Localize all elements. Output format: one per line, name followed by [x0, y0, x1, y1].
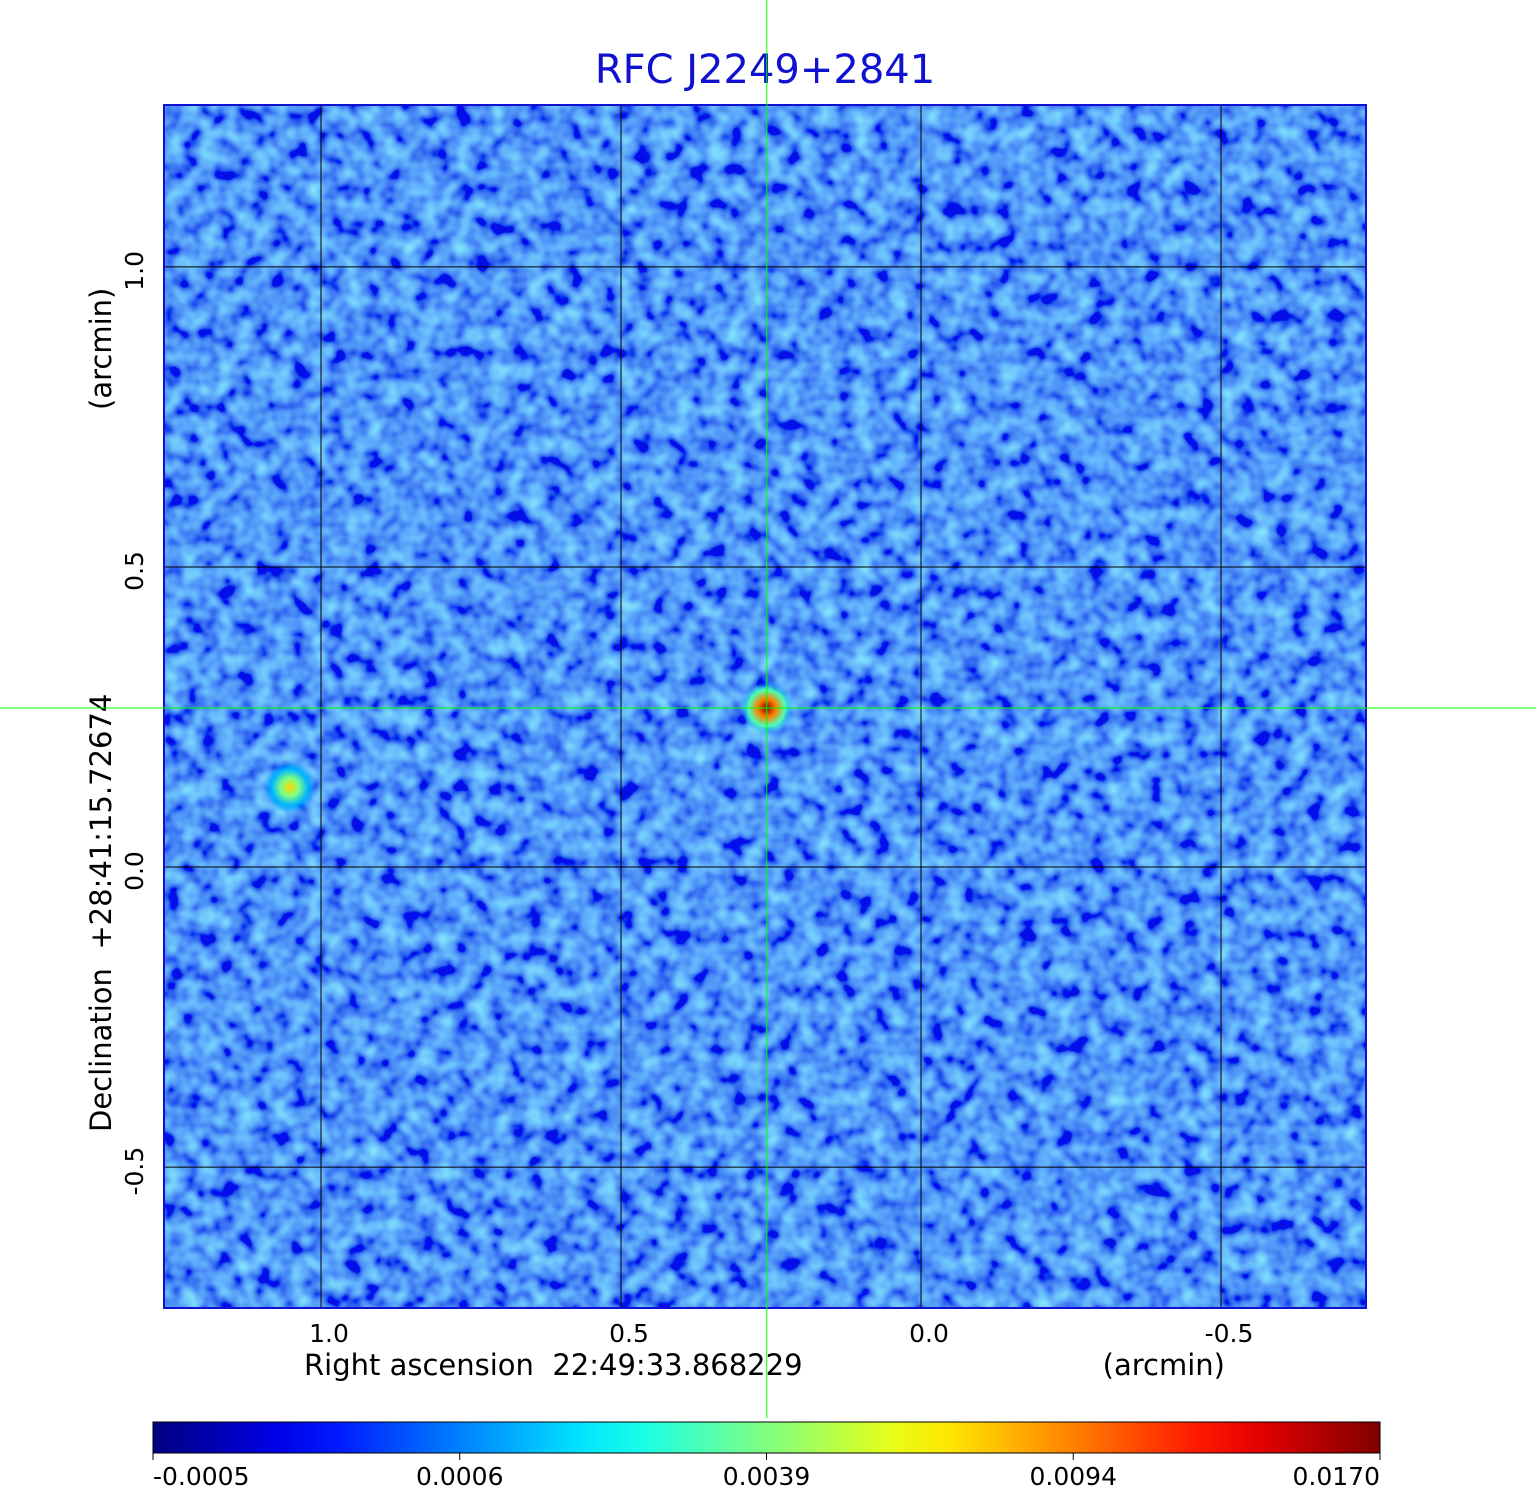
- x-tick-label: 0.5: [609, 1319, 649, 1348]
- y-axis-label: Declination +28:41:15.72674: [84, 694, 118, 1132]
- colorbar-tick-label: 0.0039: [723, 1462, 810, 1491]
- y-tick-label: 0.5: [120, 551, 149, 591]
- y-tick-label: 0.0: [120, 851, 149, 891]
- x-tick-label: 1.0: [309, 1319, 349, 1348]
- x-axis-unit: (arcmin): [1103, 1348, 1225, 1382]
- source: [263, 761, 316, 814]
- chart-title: RFC J2249+2841: [595, 47, 935, 93]
- colorbar-tick-label: -0.0005: [153, 1462, 250, 1491]
- x-tick-label: -0.5: [1205, 1319, 1254, 1348]
- y-tick-label: 1.0: [120, 251, 149, 291]
- x-axis-label: Right ascension 22:49:33.868229: [304, 1348, 803, 1382]
- y-tick-label: -0.5: [120, 1147, 149, 1196]
- x-tick-label: 0.0: [909, 1319, 949, 1348]
- colorbar-tick-label: 0.0170: [1293, 1462, 1380, 1491]
- colorbar: [152, 1421, 1381, 1454]
- image-frame: [163, 104, 1367, 1309]
- colorbar-tick-label: 0.0006: [416, 1462, 503, 1491]
- y-axis-unit: (arcmin): [84, 288, 118, 410]
- colorbar-tick-label: 0.0094: [1030, 1462, 1117, 1491]
